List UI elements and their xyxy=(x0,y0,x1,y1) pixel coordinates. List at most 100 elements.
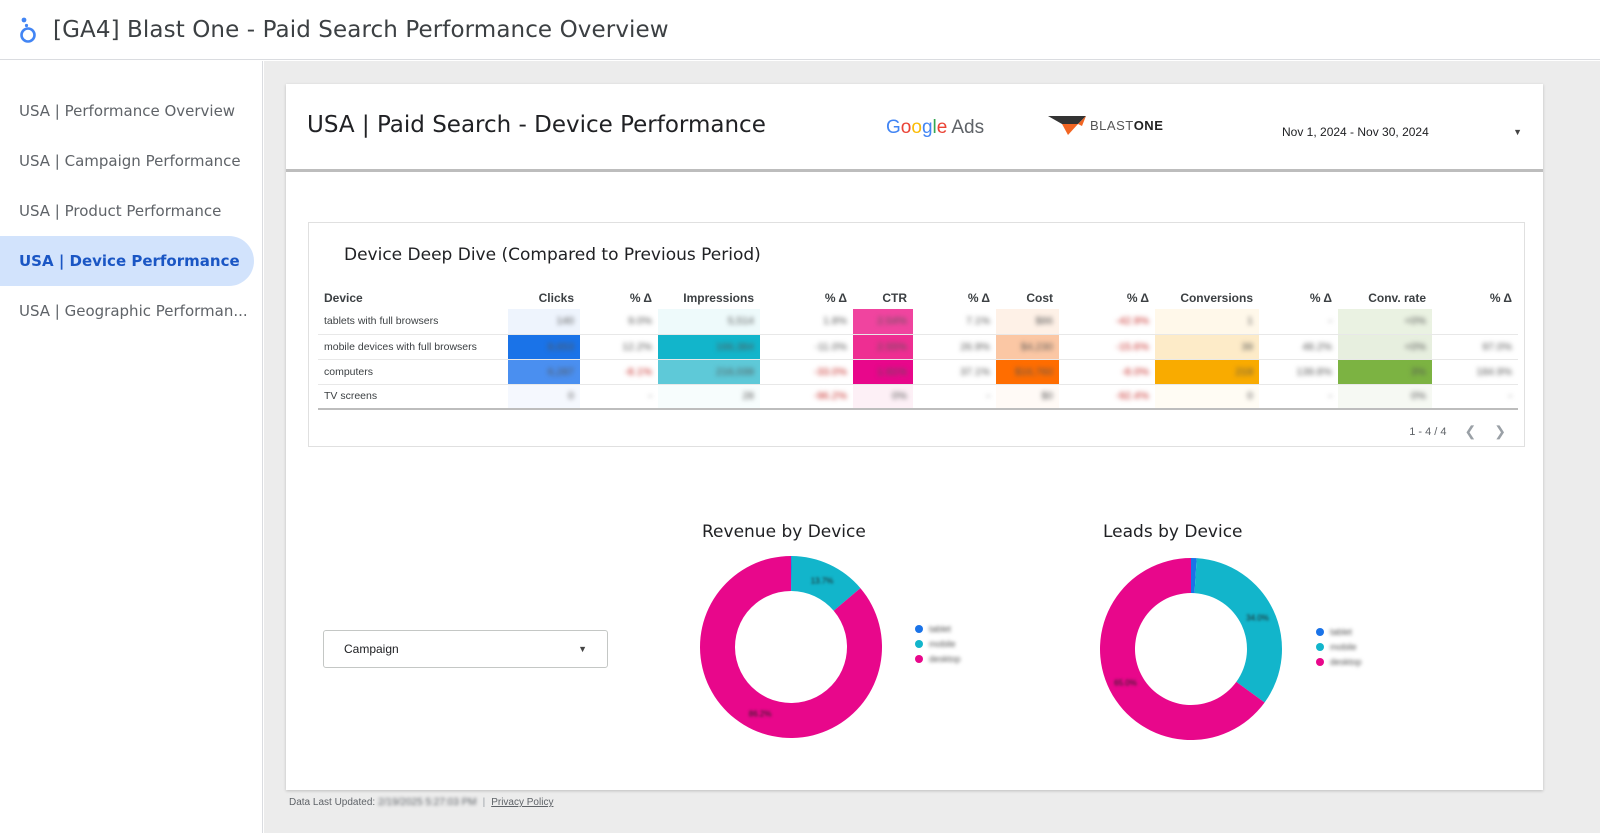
donut-slice-mobile[interactable] xyxy=(1194,558,1282,703)
conv-rate-cell: <0% xyxy=(1404,315,1426,328)
col-header-clicks[interactable]: Clicks xyxy=(538,291,574,305)
legend-item[interactable]: desktop xyxy=(1316,654,1362,669)
col-header-ctr[interactable]: CTR xyxy=(882,291,907,305)
impressions-cell: 5,514 xyxy=(727,315,754,328)
caret-down-icon: ▼ xyxy=(1513,127,1522,137)
donut-slice-tablet[interactable] xyxy=(1191,558,1197,594)
conversions-cell: 0 xyxy=(1247,390,1253,403)
impressions-cell: 216,039 xyxy=(716,365,754,378)
col-header-conversions[interactable]: Conversions xyxy=(1180,291,1253,305)
col-header-clicks-delta[interactable]: % Δ xyxy=(629,291,652,305)
delta-cell: -11.0% xyxy=(814,340,848,353)
device-table: Device Clicks % Δ Impressions % Δ CTR % … xyxy=(318,287,1518,410)
device-cell: computers xyxy=(318,359,508,385)
nav-item-campaign-performance[interactable]: USA | Campaign Performance xyxy=(19,152,241,170)
slice-label-desktop: 86.2% xyxy=(749,710,772,719)
legend-item[interactable]: mobile xyxy=(915,636,961,651)
ctr-cell: 1.91% xyxy=(877,365,907,378)
legend-item[interactable]: tablet xyxy=(915,621,961,636)
slice-label-desktop: 65.0% xyxy=(1114,678,1137,687)
page-header: USA | Paid Search - Device Performance G… xyxy=(286,84,1543,172)
col-header-cost-delta[interactable]: % Δ xyxy=(1126,291,1149,305)
col-header-conv-rate[interactable]: Conv. rate xyxy=(1368,291,1426,305)
col-header-ctr-delta[interactable]: % Δ xyxy=(967,291,990,305)
col-header-conv-rate-delta[interactable]: % Δ xyxy=(1489,291,1512,305)
caret-down-icon: ▼ xyxy=(578,644,587,654)
ctr-cell: 2.54% xyxy=(877,315,907,328)
conversions-cell: 219 xyxy=(1235,365,1253,378)
conv-rate-cell: 3% xyxy=(1410,365,1426,378)
last-updated-timestamp: 2/19/2025 5:27:03 PM xyxy=(378,797,477,808)
page-title: USA | Paid Search - Device Performance xyxy=(307,112,766,138)
device-cell: tablets with full browsers xyxy=(318,309,508,335)
nav-item-geographic-performance[interactable]: USA | Geographic Performan... xyxy=(19,302,248,320)
table-row: TV screens 0 - 28 -96.2% 0% - $0 -92.4% … xyxy=(318,384,1518,410)
delta-cell: 184.9% xyxy=(1476,365,1512,378)
donut-slice-desktop[interactable] xyxy=(1100,558,1265,740)
delta-cell: 26.9% xyxy=(960,340,990,353)
report-page: USA | Paid Search - Device Performance G… xyxy=(286,84,1543,790)
legend-item[interactable]: tablet xyxy=(1316,624,1362,639)
table-row: computers 6,287 -8.1% 216,039 -33.0% 1.9… xyxy=(318,359,1518,385)
leads-legend: tablet mobile desktop xyxy=(1316,624,1362,669)
donut-slice-mobile[interactable] xyxy=(791,556,861,611)
delta-cell: 97.0% xyxy=(1482,340,1512,353)
page-nav-sidebar: USA | Performance Overview USA | Campaig… xyxy=(0,61,263,833)
delta-cell: - xyxy=(986,390,991,403)
col-header-conversions-delta[interactable]: % Δ xyxy=(1309,291,1332,305)
delta-cell: 12.2% xyxy=(622,340,652,353)
legend-item[interactable]: desktop xyxy=(915,651,961,666)
chevron-right-icon[interactable]: ❯ xyxy=(1494,423,1506,439)
col-header-cost[interactable]: Cost xyxy=(1026,291,1053,305)
clicks-cell: 8,653 xyxy=(547,340,574,353)
pager-label: 1 - 4 / 4 xyxy=(1409,425,1447,438)
report-title: [GA4] Blast One - Paid Search Performanc… xyxy=(53,16,669,43)
leads-by-device-chart[interactable]: 34.0% 65.0% xyxy=(1096,554,1286,744)
col-header-impressions-delta[interactable]: % Δ xyxy=(824,291,847,305)
delta-cell: -42.9% xyxy=(1115,315,1149,328)
campaign-filter-dropdown[interactable]: Campaign ▼ xyxy=(323,630,608,668)
conv-rate-cell: 0% xyxy=(1410,390,1426,403)
delta-cell: 9.0% xyxy=(628,315,652,328)
google-ads-logo: Google Ads xyxy=(886,117,985,138)
privacy-policy-link[interactable]: Privacy Policy xyxy=(491,797,554,808)
table-title: Device Deep Dive (Compared to Previous P… xyxy=(344,245,761,265)
report-footer: Data Last Updated: 2/19/2025 5:27:03 PM … xyxy=(289,797,553,808)
delta-cell: -15.6% xyxy=(1115,340,1149,353)
donut-slice-tablet[interactable] xyxy=(791,556,792,592)
delta-cell: -8.0% xyxy=(1121,365,1149,378)
cost-cell: $16,760 xyxy=(1015,365,1053,378)
revenue-chart-title: Revenue by Device xyxy=(702,522,866,542)
revenue-by-device-chart[interactable]: 13.7% 86.2% xyxy=(696,552,886,742)
looker-studio-icon[interactable] xyxy=(17,15,39,45)
device-cell: mobile devices with full browsers xyxy=(318,334,508,360)
delta-cell: 7.1% xyxy=(966,315,990,328)
col-header-impressions[interactable]: Impressions xyxy=(683,291,754,305)
nav-item-product-performance[interactable]: USA | Product Performance xyxy=(19,202,222,220)
last-updated-label: Data Last Updated: xyxy=(289,797,376,808)
delta-cell: 1.8% xyxy=(823,315,847,328)
cost-cell: $86 xyxy=(1035,315,1053,328)
table-header-row: Device Clicks % Δ Impressions % Δ CTR % … xyxy=(318,287,1518,309)
chevron-left-icon[interactable]: ❮ xyxy=(1464,423,1477,439)
nav-item-device-performance[interactable]: USA | Device Performance xyxy=(0,236,254,286)
clicks-cell: 6,287 xyxy=(547,365,574,378)
device-cell: TV screens xyxy=(318,384,508,410)
donut-slice-desktop[interactable] xyxy=(700,556,882,738)
legend-item[interactable]: mobile xyxy=(1316,639,1362,654)
delta-cell: -96.2% xyxy=(813,390,847,403)
slice-label-mobile: 13.7% xyxy=(811,576,834,585)
impressions-cell: 28 xyxy=(742,390,754,403)
leads-chart-title: Leads by Device xyxy=(1103,522,1243,542)
col-header-device[interactable]: Device xyxy=(324,291,363,305)
delta-cell: 37.1% xyxy=(960,365,990,378)
ctr-cell: 2.55% xyxy=(877,340,907,353)
nav-item-performance-overview[interactable]: USA | Performance Overview xyxy=(19,102,236,120)
clicks-cell: 0 xyxy=(568,390,574,403)
delta-cell: - xyxy=(1328,315,1333,328)
blast-one-logo: BLASTONE xyxy=(1048,114,1163,136)
delta-cell: - xyxy=(648,390,653,403)
date-range-picker[interactable]: Nov 1, 2024 - Nov 30, 2024 ▼ xyxy=(1282,122,1522,142)
cost-cell: $0 xyxy=(1041,390,1053,403)
table-row: mobile devices with full browsers 8,653 … xyxy=(318,334,1518,360)
